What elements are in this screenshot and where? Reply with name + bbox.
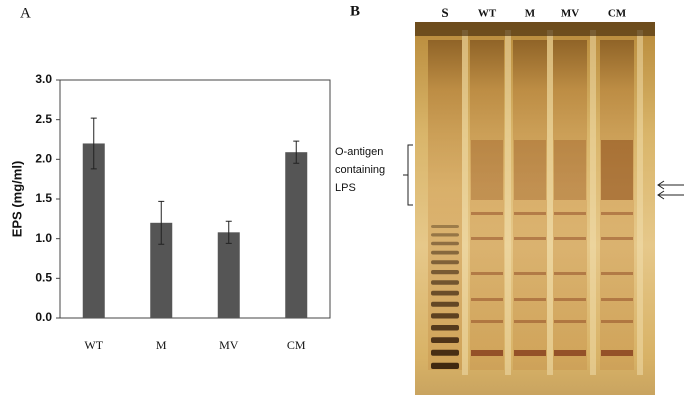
x-tick-label: CM	[287, 338, 306, 352]
gel-image	[415, 22, 655, 395]
x-tick-label: WT	[84, 338, 103, 352]
gel-band	[554, 272, 586, 275]
gel-band	[471, 237, 503, 240]
gel-wells	[415, 22, 655, 36]
gel-band	[514, 298, 546, 301]
gel-gap	[637, 30, 643, 375]
gel-band	[431, 260, 459, 265]
bar	[82, 143, 105, 318]
gel-gap	[505, 30, 511, 375]
gel-band	[431, 337, 459, 343]
lane-label: CM	[608, 8, 627, 20]
gel-gap	[590, 30, 596, 375]
gel-lane	[428, 40, 462, 370]
gel-band	[554, 212, 586, 215]
gel-band	[471, 320, 503, 323]
gel-band	[431, 349, 459, 356]
bracket	[403, 144, 413, 206]
arrows	[657, 180, 684, 200]
gel-band	[554, 298, 586, 301]
error-bar	[293, 140, 300, 164]
gel-band	[514, 212, 546, 215]
gel-band	[601, 140, 633, 200]
panel-label: A	[20, 5, 31, 21]
gel-band	[431, 301, 459, 307]
lane-label: MV	[561, 8, 579, 20]
annotation: O-antigen	[335, 146, 383, 158]
bar	[217, 232, 240, 318]
gel-band	[554, 140, 586, 200]
gel-band	[514, 140, 546, 200]
gel-lane	[470, 40, 504, 370]
error-bar	[158, 200, 165, 245]
gel-band	[554, 350, 586, 356]
lane-label: M	[525, 8, 536, 20]
y-tick-label: 2.5	[35, 112, 52, 126]
annotation: LPS	[335, 182, 356, 194]
gel-band	[471, 212, 503, 215]
gel-band	[601, 320, 633, 323]
gel-band	[601, 237, 633, 240]
gel-band	[514, 320, 546, 323]
bar	[150, 222, 173, 318]
gel-band	[471, 140, 503, 200]
gel-gap	[547, 30, 553, 375]
y-tick-label: 1.0	[35, 231, 52, 245]
gel-band	[431, 313, 459, 319]
y-axis-label: EPS (mg/ml)	[9, 161, 24, 238]
gel-band	[431, 233, 459, 237]
gel-band	[431, 325, 459, 331]
lane-label: S	[441, 5, 448, 20]
gel-band	[431, 225, 459, 228]
x-tick-label: M	[156, 338, 167, 352]
y-tick-label: 1.5	[35, 191, 52, 205]
lane-label: WT	[478, 8, 497, 20]
annotation: containing	[335, 164, 385, 176]
gel-gap	[462, 30, 468, 375]
y-tick-label: 3.0	[35, 72, 52, 86]
gel-band	[514, 350, 546, 356]
gel-lane	[600, 40, 634, 370]
gel-band	[431, 270, 459, 275]
gel-band	[514, 272, 546, 275]
gel-band	[514, 237, 546, 240]
gel-band	[431, 290, 459, 296]
bar	[285, 152, 308, 318]
gel-band	[431, 362, 459, 370]
x-tick-label: MV	[219, 338, 239, 352]
panel-label: B	[350, 3, 360, 19]
error-bar	[90, 117, 97, 170]
gel-lane	[513, 40, 547, 370]
gel-band	[471, 350, 503, 356]
gel-band	[601, 298, 633, 301]
gel-band	[431, 280, 459, 285]
gel-band	[601, 272, 633, 275]
gel-band	[471, 298, 503, 301]
gel-band	[554, 320, 586, 323]
gel-band	[554, 237, 586, 240]
gel-band	[601, 212, 633, 215]
gel-lane	[553, 40, 587, 370]
y-tick-label: 0.5	[35, 271, 52, 285]
gel-band	[471, 272, 503, 275]
y-tick-label: 2.0	[35, 152, 52, 166]
gel-band	[601, 350, 633, 356]
y-tick-label: 0.0	[35, 310, 52, 324]
gel-band	[431, 241, 459, 246]
error-bar	[225, 220, 232, 244]
gel-band	[431, 250, 459, 255]
